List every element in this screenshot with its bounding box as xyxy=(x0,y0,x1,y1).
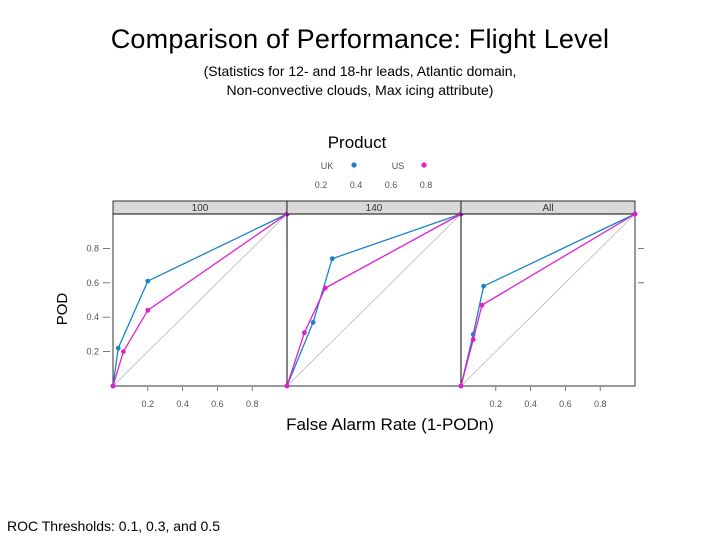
no-skill-diagonal xyxy=(112,213,288,387)
panel-100: 100 xyxy=(110,200,290,389)
series-line-uk xyxy=(286,213,462,387)
roc-thresholds-note: ROC Thresholds: 0.1, 0.3, and 0.5 xyxy=(7,518,220,534)
legend-tick-label: 0.4 xyxy=(350,180,363,190)
data-point-us xyxy=(121,349,126,354)
y-axis: 0.2 0.4 0.6 0.8 xyxy=(86,243,644,357)
data-point-us xyxy=(632,211,638,217)
strip-label: All xyxy=(542,203,553,214)
legend-marker-us xyxy=(421,162,427,168)
series-line-uk xyxy=(460,213,636,387)
x-tick-label: 0.2 xyxy=(142,399,155,409)
x-axis-label: False Alarm Rate (1-PODn) xyxy=(286,415,494,434)
data-point-uk xyxy=(481,283,486,289)
legend-ticks: 0.2 0.4 0.6 0.8 xyxy=(315,180,433,190)
data-point-us xyxy=(110,383,116,389)
chart-subtitle-line-1: (Statistics for 12- and 18-hr leads, Atl… xyxy=(203,63,517,79)
data-point-uk xyxy=(115,345,121,351)
legend-marker-uk xyxy=(351,162,357,168)
legend-title: Product xyxy=(328,133,387,152)
data-point-uk xyxy=(145,278,151,284)
strip-label: 100 xyxy=(192,203,209,214)
data-point-us xyxy=(145,307,151,313)
series-line-uk xyxy=(112,213,288,387)
series-line-us xyxy=(460,213,636,387)
chart-title: Comparison of Performance: Flight Level xyxy=(110,24,610,54)
x-tick-label: 0.4 xyxy=(176,399,189,409)
panel-all: All xyxy=(458,200,638,389)
y-axis-label: POD xyxy=(54,293,71,326)
data-point-us xyxy=(322,285,328,291)
series-line-us xyxy=(286,213,462,387)
legend-label-uk: UK xyxy=(321,161,334,171)
chart-subtitle-line-2: Non-convective clouds, Max icing attribu… xyxy=(226,82,494,98)
y-tick-label: 0.8 xyxy=(86,243,99,253)
data-point-uk xyxy=(310,320,316,325)
x-axis: 0.2 0.4 0.6 0.8 0.2 0.4 0.6 0.8 xyxy=(142,387,607,409)
legend-items: UK US xyxy=(321,161,427,171)
data-point-us xyxy=(302,330,307,336)
no-skill-diagonal xyxy=(460,213,636,387)
x-tick-label: 0.8 xyxy=(246,399,259,409)
x-tick-label: 0.4 xyxy=(524,399,537,409)
x-tick-label: 0.8 xyxy=(594,399,607,409)
x-tick-label: 0.6 xyxy=(559,399,572,409)
y-tick-label: 0.6 xyxy=(86,278,99,288)
legend-label-us: US xyxy=(392,161,405,171)
chart-panels: 100 140 All xyxy=(110,200,638,389)
legend-tick-label: 0.6 xyxy=(385,180,398,190)
legend: Product UK US 0.2 0.4 0.6 0.8 xyxy=(315,133,433,190)
x-tick-label: 0.6 xyxy=(211,399,224,409)
x-tick-label: 0.2 xyxy=(490,399,503,409)
no-skill-diagonal xyxy=(286,213,462,387)
y-tick-label: 0.4 xyxy=(86,312,99,322)
legend-tick-label: 0.8 xyxy=(420,180,433,190)
legend-tick-label: 0.2 xyxy=(315,180,328,190)
panel-frame xyxy=(460,213,636,387)
data-point-uk xyxy=(329,256,335,262)
series-line-us xyxy=(112,213,288,387)
data-point-us xyxy=(284,383,290,389)
data-point-us xyxy=(458,383,464,389)
strip-label: 140 xyxy=(366,203,383,214)
data-point-us xyxy=(470,337,476,342)
data-point-us xyxy=(479,302,485,308)
y-tick-label: 0.2 xyxy=(86,347,99,357)
panel-140: 140 xyxy=(284,200,464,389)
